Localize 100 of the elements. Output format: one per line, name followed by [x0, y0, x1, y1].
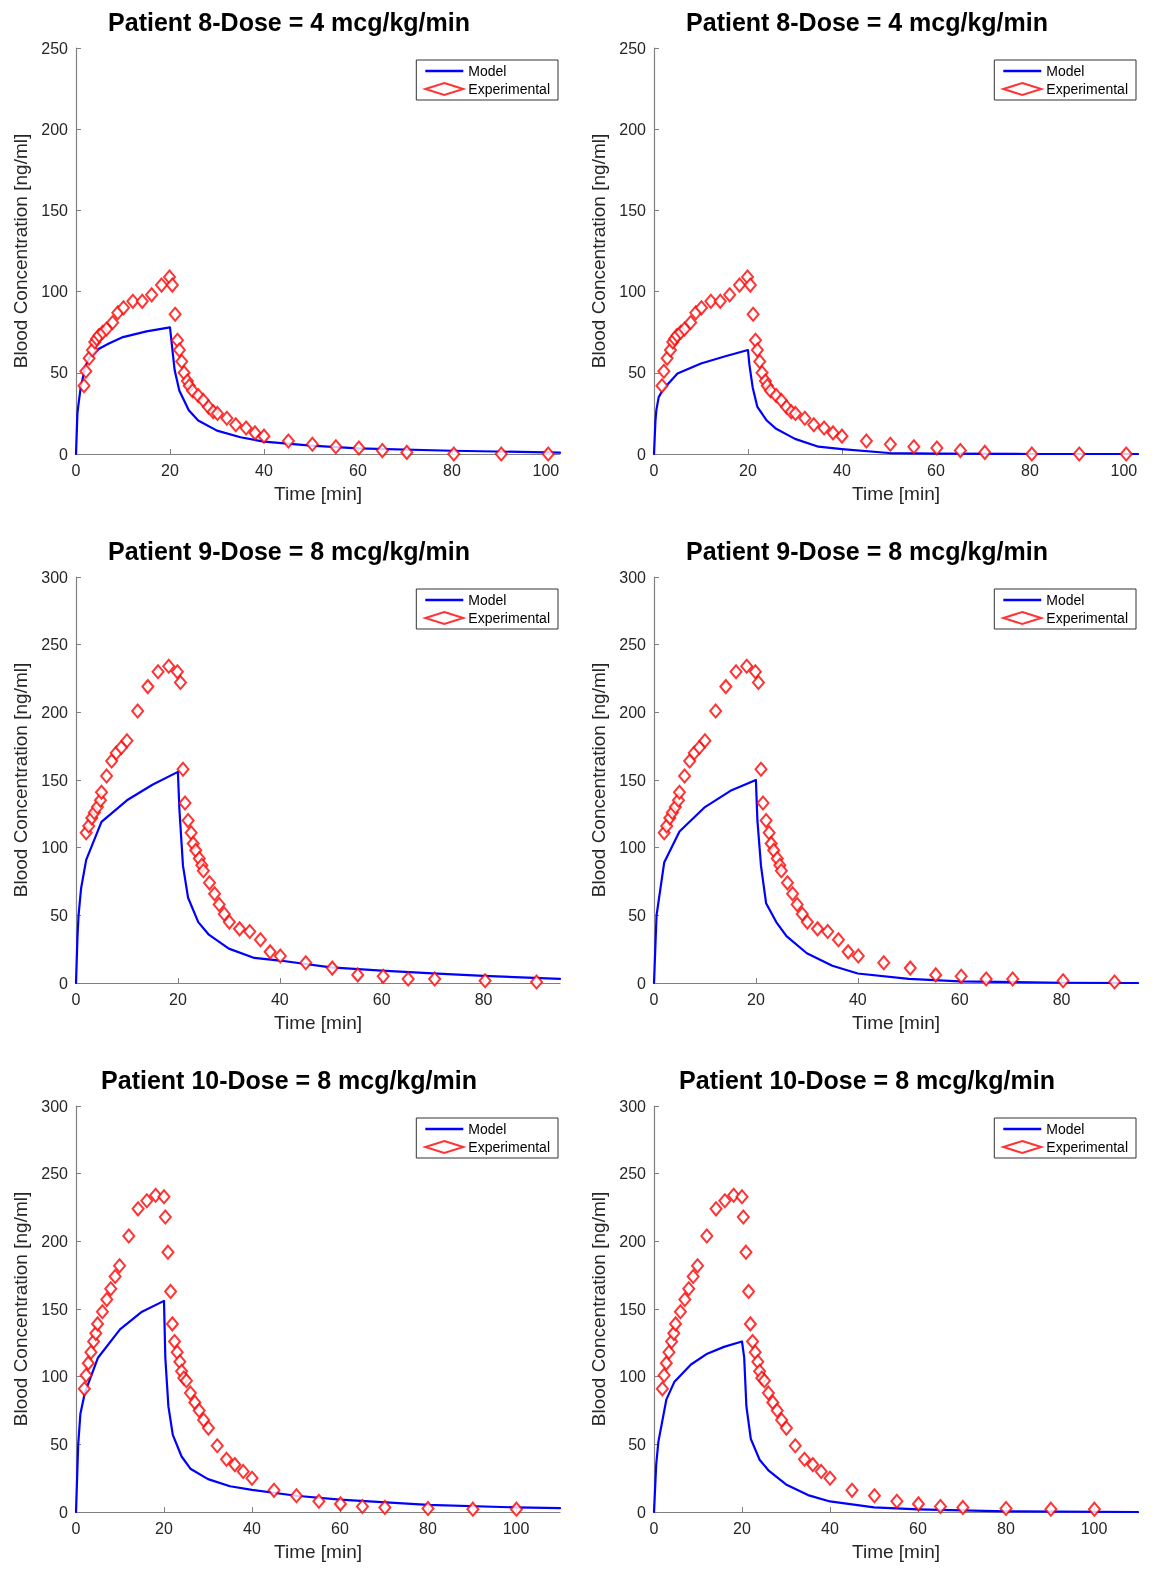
x-axis-title: Time [min]	[274, 1541, 362, 1562]
y-tick-label: 100	[619, 283, 647, 301]
x-axis-title: Time [min]	[852, 1541, 940, 1562]
x-tick-label: 60	[372, 990, 391, 1008]
x-tick-label: 80	[474, 990, 493, 1008]
legend-label: Model	[1046, 63, 1085, 79]
y-tick-label: 50	[50, 364, 69, 382]
y-axis-title: Blood Concentration [ng/ml]	[588, 133, 609, 369]
y-tick-label: 200	[41, 703, 69, 721]
legend-label: Experimental	[1046, 610, 1128, 626]
y-tick-label: 0	[637, 974, 647, 992]
x-tick-label: 100	[502, 1519, 530, 1537]
y-axis-title: Blood Concentration [ng/ml]	[10, 662, 31, 898]
legend-label: Model	[468, 592, 507, 608]
chart-title: Patient 8-Dose = 4 mcg/kg/min	[108, 7, 470, 36]
y-tick-label: 250	[619, 1165, 647, 1183]
x-tick-label: 0	[71, 990, 81, 1008]
y-tick-label: 250	[41, 1165, 69, 1183]
y-tick-label: 200	[619, 1232, 647, 1250]
legend-label: Model	[468, 63, 507, 79]
y-tick-label: 0	[59, 974, 69, 992]
x-tick-label: 100	[532, 461, 560, 479]
y-tick-label: 200	[41, 120, 69, 138]
x-tick-label: 20	[733, 1519, 751, 1537]
legend-label: Model	[1046, 592, 1085, 608]
x-tick-label: 100	[1080, 1519, 1108, 1537]
y-tick-label: 50	[50, 1435, 69, 1453]
x-tick-label: 20	[161, 461, 179, 479]
x-tick-label: 40	[255, 461, 273, 479]
y-tick-label: 150	[41, 201, 69, 219]
x-tick-label: 80	[1052, 990, 1071, 1008]
y-tick-label: 300	[41, 1097, 69, 1115]
chart-title: Patient 8-Dose = 4 mcg/kg/min	[686, 7, 1048, 36]
chart-title: Patient 9-Dose = 8 mcg/kg/min	[686, 536, 1048, 565]
x-axis-title: Time [min]	[274, 1012, 362, 1033]
x-tick-label: 40	[270, 990, 289, 1008]
y-tick-label: 300	[41, 568, 69, 586]
y-tick-label: 0	[637, 1503, 647, 1521]
x-tick-label: 80	[443, 461, 461, 479]
y-axis-title: Blood Concentration [ng/ml]	[10, 1191, 31, 1427]
y-tick-label: 200	[619, 703, 647, 721]
legend-label: Model	[468, 1121, 507, 1137]
x-tick-label: 60	[909, 1519, 927, 1537]
y-tick-label: 0	[59, 445, 69, 463]
x-axis-title: Time [min]	[852, 483, 940, 504]
legend-label: Experimental	[1046, 1139, 1128, 1155]
y-tick-label: 300	[619, 568, 647, 586]
y-tick-label: 0	[59, 1503, 69, 1521]
x-tick-label: 80	[997, 1519, 1015, 1537]
y-axis-title: Blood Concentration [ng/ml]	[10, 133, 31, 369]
legend-label: Experimental	[468, 1139, 550, 1155]
y-tick-label: 50	[628, 364, 647, 382]
y-tick-label: 150	[41, 771, 69, 789]
y-tick-label: 200	[619, 120, 647, 138]
x-tick-label: 20	[739, 461, 757, 479]
y-tick-label: 100	[41, 283, 69, 301]
x-tick-label: 20	[747, 990, 765, 1008]
y-tick-label: 150	[619, 771, 647, 789]
x-tick-label: 0	[71, 461, 81, 479]
x-tick-label: 20	[155, 1519, 173, 1537]
y-tick-label: 100	[619, 839, 647, 857]
x-tick-label: 60	[950, 990, 969, 1008]
x-tick-label: 0	[649, 1519, 659, 1537]
x-tick-label: 40	[848, 990, 867, 1008]
chart-title: Patient 10-Dose = 8 mcg/kg/min	[101, 1065, 477, 1094]
y-tick-label: 250	[619, 39, 647, 57]
legend-label: Model	[1046, 1121, 1085, 1137]
x-tick-label: 60	[349, 461, 367, 479]
y-tick-label: 100	[41, 839, 69, 857]
x-tick-label: 60	[927, 461, 945, 479]
y-tick-label: 50	[628, 1435, 647, 1453]
y-tick-label: 50	[50, 906, 69, 924]
x-tick-label: 0	[649, 461, 659, 479]
y-tick-label: 100	[41, 1368, 69, 1386]
y-axis-title: Blood Concentration [ng/ml]	[588, 662, 609, 898]
x-tick-label: 40	[833, 461, 851, 479]
chart-title: Patient 9-Dose = 8 mcg/kg/min	[108, 536, 470, 565]
chart-title: Patient 10-Dose = 8 mcg/kg/min	[679, 1065, 1055, 1094]
x-tick-label: 100	[1110, 461, 1138, 479]
legend-label: Experimental	[468, 610, 550, 626]
x-tick-label: 80	[1021, 461, 1039, 479]
x-axis-title: Time [min]	[274, 483, 362, 504]
x-tick-label: 0	[71, 1519, 81, 1537]
x-tick-label: 60	[331, 1519, 349, 1537]
x-tick-label: 80	[419, 1519, 437, 1537]
x-tick-label: 40	[821, 1519, 839, 1537]
x-axis-title: Time [min]	[852, 1012, 940, 1033]
y-tick-label: 150	[41, 1300, 69, 1318]
x-tick-label: 0	[649, 990, 659, 1008]
x-tick-label: 40	[243, 1519, 261, 1537]
legend-label: Experimental	[1046, 81, 1128, 97]
y-tick-label: 250	[41, 39, 69, 57]
y-tick-label: 100	[619, 1368, 647, 1386]
y-axis-title: Blood Concentration [ng/ml]	[588, 1191, 609, 1427]
y-tick-label: 250	[41, 636, 69, 654]
y-tick-label: 50	[628, 906, 647, 924]
y-tick-label: 250	[619, 636, 647, 654]
y-tick-label: 150	[619, 201, 647, 219]
y-tick-label: 150	[619, 1300, 647, 1318]
y-tick-label: 200	[41, 1232, 69, 1250]
